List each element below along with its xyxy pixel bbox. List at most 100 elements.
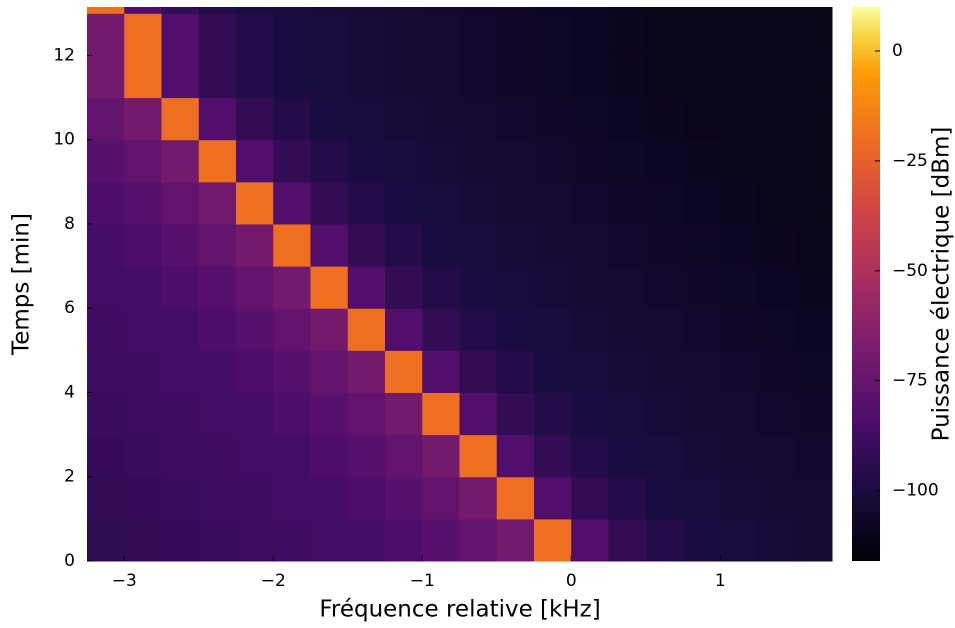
heatmap-cell xyxy=(496,518,535,562)
heatmap-cell xyxy=(347,97,386,141)
heatmap-cell xyxy=(236,223,274,267)
heatmap-cell xyxy=(236,139,274,183)
heatmap-cell xyxy=(645,55,684,99)
heatmap-cell xyxy=(794,181,833,225)
heatmap-cell xyxy=(534,13,572,56)
heatmap-cell xyxy=(347,308,386,351)
heatmap-cell xyxy=(124,476,162,520)
heatmap-cell xyxy=(608,139,647,183)
heatmap-cell xyxy=(459,13,498,56)
heatmap-cell xyxy=(198,139,237,183)
heatmap-cell xyxy=(720,55,758,99)
heatmap-cell xyxy=(124,434,162,478)
heatmap-cell xyxy=(124,97,162,141)
heatmap-cell xyxy=(236,7,274,14)
heatmap-cell xyxy=(534,350,572,393)
heatmap-cell xyxy=(87,350,125,393)
heatmap-cell xyxy=(571,518,609,562)
heatmap-cell xyxy=(496,350,535,393)
heatmap-cell xyxy=(571,266,609,309)
heatmap-cell xyxy=(534,518,572,562)
heatmap-cell xyxy=(683,55,721,99)
heatmap-cell xyxy=(459,97,498,141)
heatmap-cell xyxy=(124,308,162,351)
heatmap-cell xyxy=(422,55,460,99)
heatmap-cell xyxy=(347,55,386,99)
heatmap-cell xyxy=(198,476,237,520)
colorbar-tick-label: −50 xyxy=(892,261,928,281)
heatmap-cell xyxy=(198,223,237,267)
heatmap-cell xyxy=(683,392,721,436)
x-tick-label: 1 xyxy=(715,571,726,591)
heatmap-cell xyxy=(161,55,200,99)
heatmap-cell xyxy=(347,181,386,225)
heatmap-cell xyxy=(794,139,833,183)
heatmap-cell xyxy=(87,55,125,99)
heatmap-cell xyxy=(720,434,758,478)
y-tick-label: 10 xyxy=(53,130,75,150)
heatmap-cell xyxy=(757,97,796,141)
heatmap-cell xyxy=(683,266,721,309)
heatmap-cell xyxy=(757,181,796,225)
heatmap-cell xyxy=(571,55,609,99)
heatmap-cell xyxy=(720,13,758,56)
heatmap-cell xyxy=(198,392,237,436)
heatmap-cell xyxy=(310,392,349,436)
heatmap-cell xyxy=(236,266,274,309)
heatmap-cell xyxy=(347,266,386,309)
heatmap-cell xyxy=(496,97,535,141)
heatmap-cell xyxy=(608,266,647,309)
heatmap-cell xyxy=(422,97,460,141)
heatmap-cell xyxy=(310,13,349,56)
heatmap-cell xyxy=(310,308,349,351)
heatmap-cell xyxy=(161,7,200,14)
heatmap-cell xyxy=(124,55,162,99)
heatmap-cell xyxy=(310,55,349,99)
heatmap-cell xyxy=(161,434,200,478)
heatmap-cell xyxy=(385,518,423,562)
heatmap-cell xyxy=(422,476,460,520)
heatmap-cell xyxy=(347,434,386,478)
heatmap-cell xyxy=(757,139,796,183)
heatmap-cell xyxy=(422,13,460,56)
heatmap-cell xyxy=(385,139,423,183)
heatmap-cell xyxy=(124,350,162,393)
heatmap-cell xyxy=(757,223,796,267)
heatmap-cell xyxy=(608,308,647,351)
heatmap-cell xyxy=(534,181,572,225)
heatmap-cell xyxy=(161,13,200,56)
heatmap-cell xyxy=(422,7,460,14)
heatmap-cell xyxy=(496,476,535,520)
heatmap-cell xyxy=(534,7,572,14)
x-tick-label: −3 xyxy=(112,571,137,591)
heatmap-cell xyxy=(198,308,237,351)
heatmap-cell xyxy=(87,518,125,562)
heatmap-cell xyxy=(794,266,833,309)
heatmap-cell xyxy=(645,266,684,309)
heatmap-cell xyxy=(757,476,796,520)
heatmap-cell xyxy=(571,476,609,520)
heatmap-cell xyxy=(534,392,572,436)
heatmap-cell xyxy=(161,350,200,393)
heatmap-cell xyxy=(310,266,349,309)
heatmap-cell xyxy=(236,181,274,225)
heatmap-cell xyxy=(794,223,833,267)
heatmap-cell xyxy=(645,476,684,520)
heatmap-cell xyxy=(757,392,796,436)
heatmap-cell xyxy=(347,518,386,562)
heatmap-cell xyxy=(720,223,758,267)
heatmap-cell xyxy=(161,308,200,351)
heatmap-cell xyxy=(794,13,833,56)
heatmap-cell xyxy=(496,223,535,267)
heatmap-cell xyxy=(571,7,609,14)
heatmap-cell xyxy=(794,97,833,141)
heatmap-cell xyxy=(385,13,423,56)
heatmap-cell xyxy=(683,97,721,141)
heatmap-cell xyxy=(645,350,684,393)
y-tick-label: 2 xyxy=(64,467,75,487)
heatmap-cell xyxy=(385,181,423,225)
heatmap-cell xyxy=(273,97,311,141)
heatmap-cell xyxy=(124,139,162,183)
heatmap-cell xyxy=(534,223,572,267)
heatmap-cell xyxy=(459,139,498,183)
